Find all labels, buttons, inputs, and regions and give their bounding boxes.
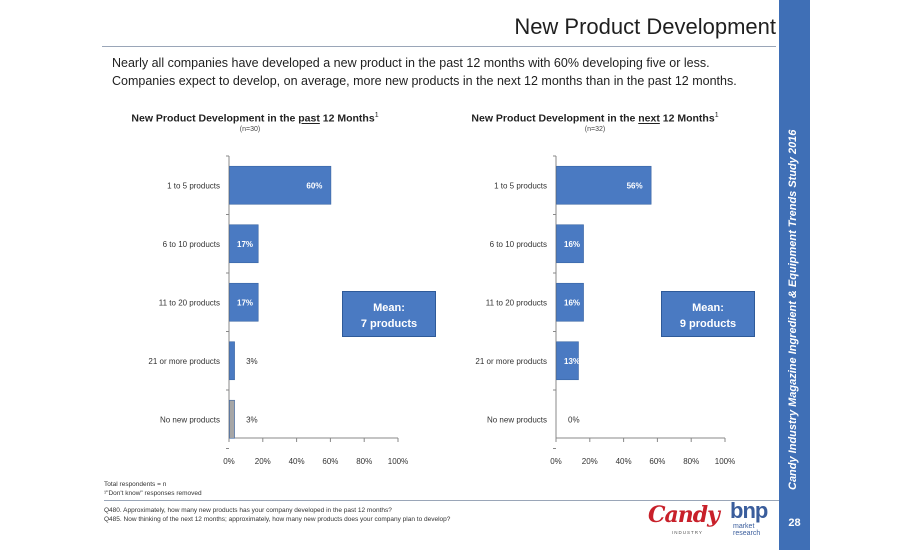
question-480: Q480. Approximately, how many new produc… [104,507,392,514]
chart-2-category-label: No new products [487,415,547,424]
chart-2-bar [556,282,584,322]
chart-2-bar [556,165,652,205]
chart-2-value-label: 0% [568,415,580,424]
chart-2-mean-label: Mean: [692,302,724,314]
chart-2-category-label: 11 to 20 products [486,298,547,307]
chart-1-mean-label: Mean: [373,302,405,314]
chart-2-title-emph: next [638,112,660,125]
chart-1-value-label: 3% [246,357,258,366]
intro-line-1: Nearly all companies have developed a ne… [112,56,710,70]
chart-2-x-tick-label: 0% [550,457,562,466]
chart-2-title-sup: 1 [714,112,719,119]
chart-2-mean-value: 9 products [679,318,737,330]
chart-2-plot: 0% 20% 40% 60% 80% 100% 1 to 5 products 56% 6 to… [475,155,735,466]
chart-2-x-tick-label: 40% [616,457,632,466]
chart-2-category-label: 21 or more products [475,357,547,366]
chart-2-value-label: 16% [564,240,580,249]
chart-2-category-label: 1 to 5 products [494,181,547,190]
chart-1-category-label: 11 to 20 products [159,298,220,307]
question-485: Q485. Now thinking of the next 12 months… [104,516,451,523]
chart-2-value-label: 13% [564,357,580,366]
chart-2-category-label: 6 to 10 products [490,240,547,249]
chart-2-mean-box: Mean: 9 products [661,291,755,337]
chart-1-plot: 0% 20% 40% 60% 80% 100% 1 to 5 products 60% 6 to… [148,155,408,466]
chart-2-bar [556,341,579,381]
chart-2-title: New Product Development in the next 12 M… [450,112,740,125]
chart-1-category-label: 21 or more products [148,357,220,366]
page-title: New Product Development [514,14,776,39]
chart-1-x-tick-label: 80% [356,457,372,466]
bnp-logo-sub-2: research [733,530,761,537]
bnp-logo: bnp [730,498,768,523]
chart-2-x-tick-label: 100% [715,457,735,466]
chart-1-category-label: 1 to 5 products [167,181,220,190]
bnp-logo-sub-1: market [733,523,755,530]
footer-divider [104,500,779,501]
chart-2-x-tick-label: 60% [649,457,665,466]
chart-1-value-label: 17% [237,240,253,249]
sidebar-caption-text: Candy Industry Magazine Ingredient & Equ… [787,129,799,490]
title-divider [102,46,776,47]
chart-1-x-tick-label: 0% [223,457,235,466]
chart-1-bar [229,341,235,381]
chart-1-x-tick-label: 20% [255,457,271,466]
chart-1-category-label: 6 to 10 products [163,240,220,249]
footnote-dont-know: ¹"Don't know" responses removed [104,490,202,497]
chart-1-x-tick-label: 100% [388,457,408,466]
chart-1-bar [229,282,259,322]
bnp-logo-sub: market research [733,523,760,537]
sidebar-band [779,0,810,550]
chart-1-bar [229,165,332,205]
footnote-total: Total respondents = n [104,481,167,488]
chart-1-title-suffix: 12 Months [319,112,375,125]
chart-1-bar [229,399,235,439]
chart-1-mean-value: 7 products [360,318,418,330]
chart-2-value-label: 56% [627,181,643,190]
chart-2-x-tick-label: 20% [582,457,598,466]
chart-1-title: New Product Development in the past 12 M… [110,112,400,125]
chart-1-category-label: No new products [160,415,220,424]
chart-1-n: (n=30) [239,126,261,133]
chart-1-title-emph: past [298,112,320,125]
chart-1-title-prefix: New Product Development in the [131,112,299,125]
chart-1-value-label: 17% [237,298,253,307]
chart-2-title-suffix: 12 Months [659,112,715,125]
chart-1-value-label: 60% [306,181,322,190]
chart-1-title-sup: 1 [374,112,379,119]
chart-1-value-label: 3% [246,415,258,424]
chart-2-bar [556,224,584,264]
chart-1-x-tick-label: 40% [289,457,305,466]
page-number: 28 [788,517,801,529]
chart-2-x-tick-label: 80% [683,457,699,466]
chart-1-x-tick-label: 60% [322,457,338,466]
chart-2-title-prefix: New Product Development in the [471,112,639,125]
chart-2-n: (n=32) [584,126,606,133]
chart-1-bar [229,224,259,264]
chart-1-mean-box: Mean: 7 products [342,291,436,337]
intro-text: Nearly all companies have developed a ne… [112,54,772,90]
chart-2-value-label: 16% [564,298,580,307]
candy-industry-logo-sub: INDUSTRY [672,530,703,535]
intro-line-2: Companies expect to develop, on average,… [112,74,737,88]
candy-industry-logo: Candy [648,502,720,528]
